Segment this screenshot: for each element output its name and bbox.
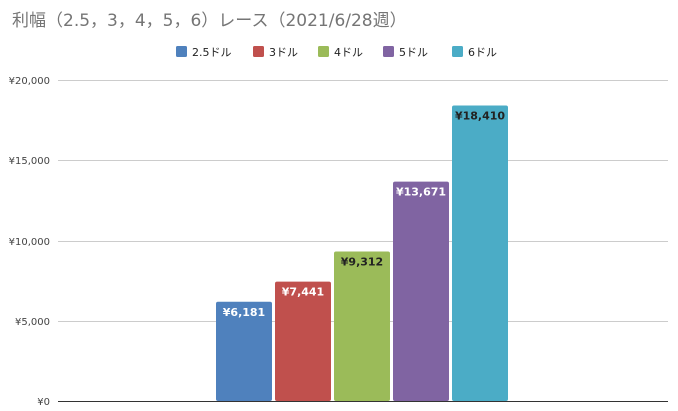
data-label: ¥9,312 [341, 256, 383, 269]
legend-label: 2.5ドル [192, 46, 232, 59]
bar[interactable] [216, 301, 272, 401]
y-tick-label: ¥0 [37, 397, 50, 408]
legend-swatch [383, 46, 394, 57]
legend-swatch [253, 46, 264, 57]
legend-label: 3ドル [269, 46, 298, 59]
data-label: ¥13,671 [396, 186, 446, 199]
legend-swatch [176, 46, 187, 57]
legend-label: 6ドル [468, 46, 497, 59]
legend-label: 5ドル [399, 46, 428, 59]
y-tick-label: ¥10,000 [9, 237, 50, 248]
data-label: ¥6,181 [223, 306, 265, 319]
chart-title: 利幅（2.5，3，4，5，6）レース（2021/6/28週） [12, 11, 407, 31]
y-tick-label: ¥5,000 [15, 317, 50, 328]
legend-item[interactable]: 3ドル [253, 46, 298, 59]
data-label: ¥7,441 [282, 286, 324, 299]
legend-item[interactable]: 6ドル [452, 46, 497, 59]
y-axis: ¥0 ¥5,000 ¥10,000 ¥15,000 ¥20,000 [9, 76, 50, 408]
bar[interactable] [275, 281, 331, 401]
bar[interactable] [452, 105, 508, 401]
bar[interactable] [393, 181, 449, 401]
data-label: ¥18,410 [455, 110, 505, 123]
legend[interactable]: 2.5ドル 3ドル 4ドル 5ドル 6ドル [176, 46, 497, 59]
legend-item[interactable]: 2.5ドル [176, 46, 232, 59]
legend-item[interactable]: 4ドル [318, 46, 363, 59]
legend-swatch [318, 46, 329, 57]
legend-label: 4ドル [334, 46, 363, 59]
legend-swatch [452, 46, 463, 57]
legend-item[interactable]: 5ドル [383, 46, 428, 59]
y-tick-label: ¥20,000 [9, 76, 50, 87]
bars: ¥6,181 ¥7,441 ¥9,312 ¥13,671 ¥18,410 [216, 105, 508, 401]
y-tick-label: ¥15,000 [9, 156, 50, 167]
bar[interactable] [334, 251, 390, 401]
